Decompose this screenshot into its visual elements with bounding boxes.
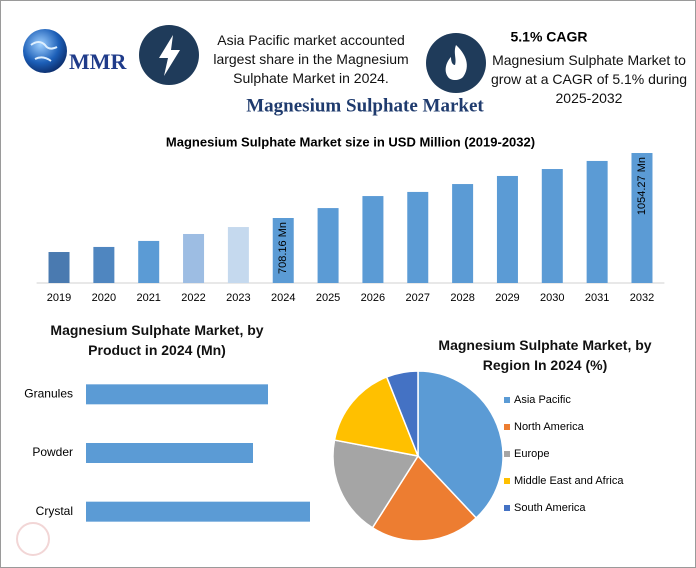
pie-slice	[385, 370, 419, 457]
data-label: 708.16 Mn	[277, 222, 289, 274]
x-tick-label: 2022	[181, 292, 205, 304]
bar	[362, 196, 384, 283]
legend-label: South America	[514, 502, 586, 514]
x-tick-label: 2021	[136, 292, 160, 304]
x-tick-label: 2023	[226, 292, 250, 304]
bar	[86, 384, 268, 405]
x-tick-label: 2024	[271, 292, 295, 304]
pie-slice	[332, 439, 420, 529]
x-tick-label: 2030	[540, 292, 564, 304]
bar	[227, 227, 249, 283]
legend-swatch	[504, 397, 510, 403]
legend-label: Middle East and Africa	[514, 475, 624, 487]
legend-label: North America	[514, 421, 585, 433]
bar	[48, 252, 70, 283]
y-tick-label: Powder	[32, 445, 73, 459]
bar	[631, 153, 653, 283]
legend-label: Asia Pacific	[514, 394, 571, 406]
main-title: Magnesium Sulphate Market	[246, 95, 484, 116]
pie-slice	[371, 454, 478, 542]
x-tick-label: 2027	[406, 292, 430, 304]
legend-swatch	[504, 478, 510, 484]
bar	[138, 240, 160, 283]
legend-swatch	[504, 505, 510, 511]
bar	[541, 169, 563, 283]
bar	[317, 208, 339, 283]
x-tick-label: 2028	[450, 292, 474, 304]
chart-title: Magnesium Sulphate Market, by Region In …	[438, 337, 652, 373]
lightning-icon	[159, 35, 180, 76]
pie-slice	[333, 375, 420, 457]
x-tick-label: 2025	[316, 292, 340, 304]
logo-text: MMR	[69, 49, 128, 74]
bar	[183, 233, 205, 283]
note-left: Asia Pacific market accounted largest sh…	[213, 32, 409, 86]
bar	[93, 246, 115, 283]
x-tick-label: 2031	[585, 292, 609, 304]
x-tick-label: 2026	[361, 292, 385, 304]
cagr-text: Magnesium Sulphate Market to grow at a C…	[490, 52, 688, 106]
bar	[452, 184, 474, 283]
bar	[586, 160, 608, 283]
pie-slice	[417, 370, 504, 520]
logo-globe	[23, 29, 67, 73]
y-tick-label: Granules	[24, 387, 73, 401]
legend-swatch	[504, 424, 510, 430]
chart-title: Magnesium Sulphate Market size in USD Mi…	[166, 134, 535, 149]
x-tick-label: 2032	[630, 292, 654, 304]
chart-title: Magnesium Sulphate Market, by Product in…	[50, 322, 264, 358]
data-label: 1054.27 Mn	[636, 157, 648, 215]
watermark	[16, 522, 50, 556]
bar	[496, 175, 518, 283]
flame-icon	[445, 45, 467, 80]
bar	[272, 217, 294, 283]
x-tick-label: 2019	[47, 292, 71, 304]
x-tick-label: 2020	[92, 292, 116, 304]
logo-globe-lines	[30, 41, 58, 62]
bar	[86, 501, 310, 522]
cagr-title: 5.1% CAGR	[510, 29, 587, 45]
x-tick-label: 2029	[495, 292, 519, 304]
bar	[407, 191, 429, 283]
bar	[86, 443, 253, 463]
y-tick-label: Crystal	[36, 504, 73, 518]
legend-swatch	[504, 451, 510, 457]
legend-label: Europe	[514, 448, 549, 460]
